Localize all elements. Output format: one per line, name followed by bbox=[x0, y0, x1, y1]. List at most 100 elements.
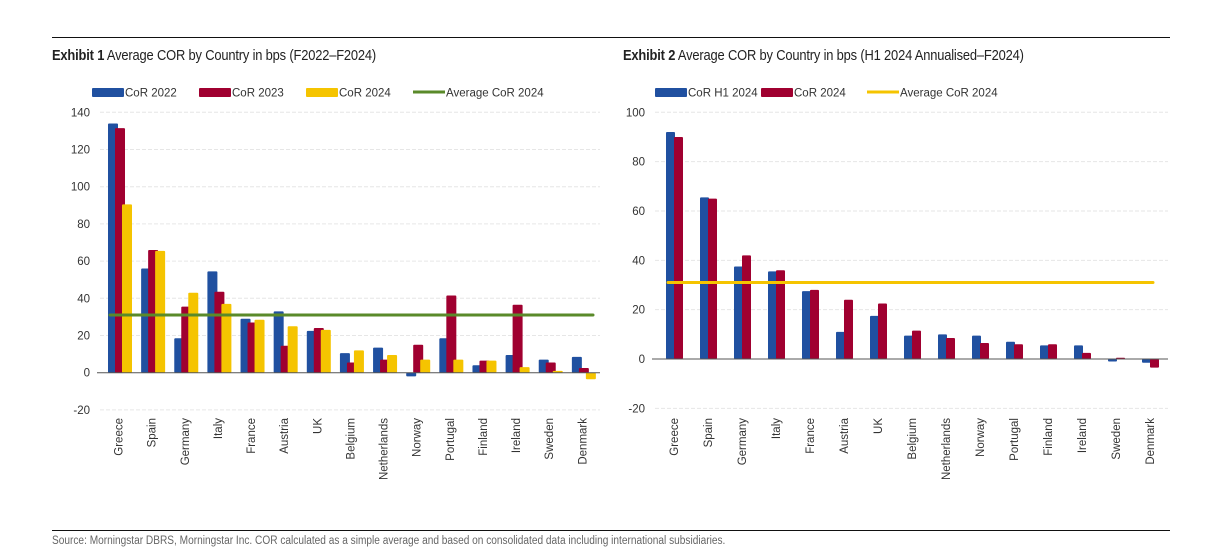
exhibit-2-bar-cor-2024-greece bbox=[674, 136, 683, 359]
exhibit-2-bar-cor-h1-2024-ireland bbox=[1074, 345, 1083, 359]
exhibit-2-title: Exhibit 2 Average COR by Country in bps … bbox=[623, 47, 1024, 64]
exhibit-2-bar-cor-2024-france bbox=[810, 289, 819, 359]
exhibit-1-x-label-austria: Austria bbox=[279, 417, 291, 453]
exhibit-2-bar-cor-2024-uk bbox=[878, 303, 887, 359]
exhibit-1-bar-cor-2024-ireland bbox=[519, 367, 530, 373]
exhibit-1-bar-cor-2024-austria bbox=[287, 326, 298, 373]
exhibit-2-bar-cor-h1-2024-portugal bbox=[1006, 341, 1015, 359]
exhibit-1-bar-cor-2023-ireland bbox=[512, 304, 523, 373]
exhibit-1-x-label-greece: Greece bbox=[114, 418, 126, 456]
exhibit-2-x-label-france: France bbox=[805, 418, 817, 454]
exhibit-2-y-tick-label: 20 bbox=[632, 305, 645, 317]
exhibit-1-bar-cor-2024-spain bbox=[155, 250, 166, 373]
exhibit-1-x-label-france: France bbox=[246, 418, 258, 454]
exhibit-1-bar-cor-2024-netherlands bbox=[387, 355, 398, 373]
exhibit-1-title: Exhibit 1 Average COR by Country in bps … bbox=[52, 47, 376, 64]
exhibit-1-y-tick-label: 140 bbox=[71, 107, 90, 119]
exhibit-2-x-label-italy: Italy bbox=[771, 418, 783, 439]
exhibit-2-bar-cor-h1-2024-belgium bbox=[904, 335, 913, 359]
exhibit-2-bar-cor-2024-netherlands bbox=[946, 338, 955, 359]
exhibit-2-legend-label-average-cor-2024: Average CoR 2024 bbox=[900, 88, 998, 100]
exhibit-1-y-tick-label: 40 bbox=[77, 293, 90, 305]
exhibit-2-bar-cor-h1-2024-denmark bbox=[1142, 359, 1151, 363]
exhibit-1-legend-label-cor-2023: CoR 2023 bbox=[232, 88, 284, 100]
exhibit-1-legend-label-average-cor-2024: Average CoR 2024 bbox=[446, 88, 544, 100]
exhibit-1-bar-cor-2022-norway bbox=[406, 372, 417, 377]
exhibit-1-chart: -20 0 20 40 60 80 100 120 140 Greece Spain Germany I… bbox=[71, 88, 600, 480]
exhibit-2-bar-cor-2024-finland bbox=[1048, 344, 1057, 359]
exhibit-1-y-tick-label: -20 bbox=[73, 405, 90, 417]
exhibit-2-bar-cor-h1-2024-finland bbox=[1040, 345, 1049, 359]
exhibit-2-bar-cor-h1-2024-austria bbox=[836, 331, 845, 359]
bottom-rule bbox=[52, 530, 1170, 531]
exhibit-1-x-label-germany: Germany bbox=[180, 418, 192, 466]
exhibit-1-x-label-ireland: Ireland bbox=[511, 418, 523, 453]
exhibit-2-y-tick-label: 40 bbox=[632, 255, 645, 267]
exhibit-2-bar-cor-h1-2024-france bbox=[802, 291, 811, 359]
exhibit-2-y-tick-label: 80 bbox=[632, 157, 645, 169]
exhibit-1-y-tick-label: 20 bbox=[77, 331, 90, 343]
exhibit-2-x-label-netherlands: Netherlands bbox=[941, 418, 953, 480]
exhibit-1-bar-cor-2024-norway bbox=[420, 359, 431, 373]
exhibit-1-legend-swatch-cor-2024 bbox=[306, 88, 338, 97]
exhibit-2-label: Exhibit 2 bbox=[623, 47, 676, 64]
exhibit-2-bar-cor-h1-2024-norway bbox=[972, 335, 981, 359]
exhibit-2-x-label-belgium: Belgium bbox=[907, 418, 919, 460]
exhibit-1-x-label-finland: Finland bbox=[478, 418, 490, 456]
exhibit-1-bar-cor-2024-italy bbox=[221, 303, 232, 373]
exhibit-2-x-label-uk: UK bbox=[873, 418, 885, 434]
exhibit-1-legend-swatch-cor-2022 bbox=[92, 88, 124, 97]
exhibit-1-y-tick-label: 0 bbox=[84, 368, 90, 380]
exhibit-2-bar-cor-h1-2024-germany bbox=[734, 266, 743, 359]
exhibit-1-x-label-belgium: Belgium bbox=[345, 418, 357, 460]
exhibit-2-bar-cor-h1-2024-spain bbox=[700, 197, 709, 359]
exhibit-1-bar-cor-2024-portugal bbox=[453, 359, 464, 373]
exhibit-2-y-tick-label: 100 bbox=[626, 107, 645, 119]
exhibit-2-chart: -20 0 20 40 60 80 100 Greece Spain Germany Italy Fr… bbox=[626, 88, 1168, 480]
exhibit-1-x-label-uk: UK bbox=[312, 418, 324, 434]
exhibit-2-bar-cor-2024-belgium bbox=[912, 330, 921, 359]
exhibit-1-bar-cor-2024-denmark bbox=[585, 372, 596, 380]
exhibit-2-x-label-spain: Spain bbox=[703, 418, 715, 447]
exhibit-1-bar-cor-2024-germany bbox=[188, 292, 199, 373]
exhibit-1-y-tick-label: 120 bbox=[71, 145, 90, 157]
exhibit-2-y-tick-label: 0 bbox=[639, 354, 645, 366]
exhibit-2-x-label-sweden: Sweden bbox=[1111, 418, 1123, 460]
exhibit-1-legend-swatch-cor-2023 bbox=[199, 88, 231, 97]
exhibit-1-y-tick-label: 100 bbox=[71, 182, 90, 194]
exhibit-1-bar-cor-2024-uk bbox=[320, 329, 331, 373]
exhibit-2-title-text: Average COR by Country in bps (H1 2024 A… bbox=[677, 47, 1024, 64]
exhibit-1-x-label-denmark: Denmark bbox=[577, 418, 589, 465]
exhibit-2-bar-cor-h1-2024-sweden bbox=[1108, 359, 1117, 362]
exhibit-2-x-label-norway: Norway bbox=[975, 418, 987, 457]
exhibit-1-x-label-portugal: Portugal bbox=[445, 418, 457, 461]
exhibit-2-bar-cor-2024-germany bbox=[742, 255, 751, 359]
exhibit-1-title-text: Average COR by Country in bps (F2022–F20… bbox=[106, 47, 377, 64]
exhibit-2-x-label-denmark: Denmark bbox=[1145, 418, 1157, 465]
exhibit-2-legend-swatch-cor-h1-2024 bbox=[655, 88, 687, 97]
exhibit-1-label: Exhibit 1 bbox=[52, 47, 105, 64]
exhibit-2-bar-cor-2024-austria bbox=[844, 299, 853, 359]
exhibit-2-bar-cor-2024-denmark bbox=[1150, 359, 1159, 368]
exhibit-1-y-tick-label: 60 bbox=[77, 256, 90, 268]
exhibit-1-x-label-sweden: Sweden bbox=[544, 418, 556, 460]
exhibit-1-legend-label-cor-2022: CoR 2022 bbox=[125, 88, 177, 100]
exhibit-1-bar-cor-2023-sweden bbox=[545, 362, 556, 373]
exhibit-2-x-label-ireland: Ireland bbox=[1077, 418, 1089, 453]
exhibit-2-bar-cor-2024-spain bbox=[708, 198, 717, 359]
exhibit-2-x-label-germany: Germany bbox=[737, 418, 749, 466]
exhibit-1-x-label-norway: Norway bbox=[412, 418, 424, 457]
exhibit-1-bar-cor-2024-finland bbox=[486, 360, 497, 373]
exhibit-2-bar-cor-2024-ireland bbox=[1082, 352, 1091, 359]
exhibit-2-bar-cor-2024-italy bbox=[776, 270, 785, 359]
exhibit-2-bar-cor-h1-2024-italy bbox=[768, 271, 777, 359]
exhibit-2-x-label-portugal: Portugal bbox=[1009, 418, 1021, 461]
exhibit-1-x-label-spain: Spain bbox=[147, 418, 159, 447]
exhibit-1-legend-label-cor-2024: CoR 2024 bbox=[339, 88, 391, 100]
exhibit-2-y-tick-label: 60 bbox=[632, 206, 645, 218]
exhibit-2-legend-label-cor-2024: CoR 2024 bbox=[794, 88, 846, 100]
exhibit-2-legend-label-cor-h1-2024: CoR H1 2024 bbox=[688, 88, 758, 100]
exhibit-1-bar-cor-2023-denmark bbox=[578, 368, 589, 373]
top-rule bbox=[52, 37, 1170, 38]
exhibit-2-bar-cor-h1-2024-netherlands bbox=[938, 334, 947, 359]
